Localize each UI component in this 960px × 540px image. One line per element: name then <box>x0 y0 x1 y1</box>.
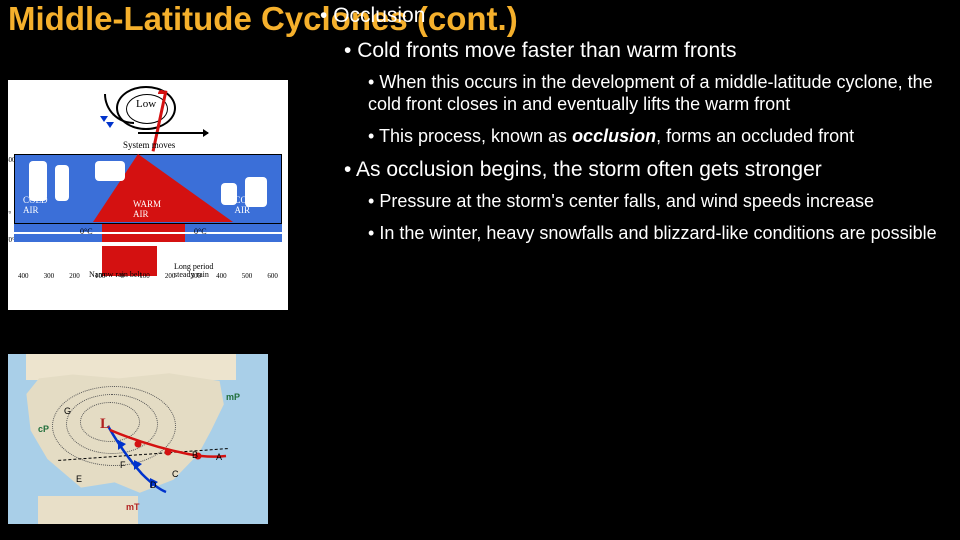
point-c-label: C <box>172 469 179 479</box>
temp-label: 0°C <box>194 227 207 236</box>
point-a-label: A <box>216 452 222 462</box>
point-b-label: B <box>192 450 198 460</box>
low-label: Low <box>136 98 156 110</box>
movement-arrow-icon <box>138 132 208 134</box>
x-tick: 500 <box>242 272 253 282</box>
bullet-level1: Occlusion <box>320 4 952 28</box>
system-moves-label: System moves <box>123 140 175 150</box>
y-axis-label: 7° <box>5 210 11 218</box>
warm-air-label: WARM AIR <box>133 199 161 219</box>
point-e-label: E <box>76 474 82 484</box>
airmass-mp-label: mP <box>226 392 240 402</box>
bullet-level3: When this occurs in the development of a… <box>368 72 952 116</box>
temp-label: 0°C <box>80 227 93 236</box>
x-tick: 400 <box>216 272 227 282</box>
cold-front-triangle-icon <box>100 116 108 122</box>
point-f-label: F <box>120 460 126 470</box>
text-fragment: This process, known as <box>379 126 572 146</box>
surface-line <box>14 232 282 234</box>
x-tick: 100 <box>95 272 106 282</box>
bullet-level2: As occlusion begins, the storm often get… <box>344 157 952 183</box>
x-tick: 400 <box>18 272 29 282</box>
point-d-label: D <box>150 480 157 490</box>
cyclone-diagram: Low System moves 50000' 7° 70° COLD AIR … <box>8 80 288 310</box>
emphasis-term: occlusion <box>572 126 656 146</box>
sky-region: COLD AIR WARM AIR COLD AIR <box>14 154 282 224</box>
x-tick: 600 <box>267 272 278 282</box>
cloud-icon <box>95 161 125 181</box>
bullet-level3: In the winter, heavy snowfalls and blizz… <box>368 223 952 245</box>
x-axis-scale: 400 300 200 100 0 100 200 300 400 500 60… <box>14 272 282 282</box>
x-tick: 200 <box>165 272 176 282</box>
cold-air-label: COLD AIR <box>23 195 48 215</box>
front-curve <box>104 94 134 124</box>
x-tick: 200 <box>69 272 80 282</box>
point-g-label: G <box>64 406 71 416</box>
cloud-icon <box>55 165 69 201</box>
cold-front-triangle-icon <box>106 122 114 128</box>
x-tick: 100 <box>139 272 150 282</box>
low-pressure-label: L <box>100 416 110 433</box>
airmass-cp-label: cP <box>38 424 49 434</box>
x-tick: 300 <box>190 272 201 282</box>
bullet-content: Occlusion Cold fronts move faster than w… <box>320 4 952 255</box>
x-tick: 300 <box>44 272 55 282</box>
canada-region <box>26 354 236 380</box>
x-tick: 0 <box>121 272 125 282</box>
cross-section: COLD AIR WARM AIR COLD AIR 0°C 0°C Narro… <box>14 154 282 282</box>
us-map-diagram: L cP mP mT A B C D E F G <box>8 354 268 524</box>
bullet-level3: This process, known as occlusion, forms … <box>368 126 952 148</box>
warm-front-line <box>108 426 228 466</box>
top-view: Low System moves <box>98 84 198 149</box>
bullet-level3: Pressure at the storm's center falls, an… <box>368 191 952 213</box>
airmass-mt-label: mT <box>126 502 140 512</box>
mexico-region <box>38 496 138 524</box>
bullet-level2: Cold fronts move faster than warm fronts <box>344 38 952 64</box>
cold-air-label: COLD AIR <box>235 195 260 215</box>
text-fragment: , forms an occluded front <box>656 126 854 146</box>
